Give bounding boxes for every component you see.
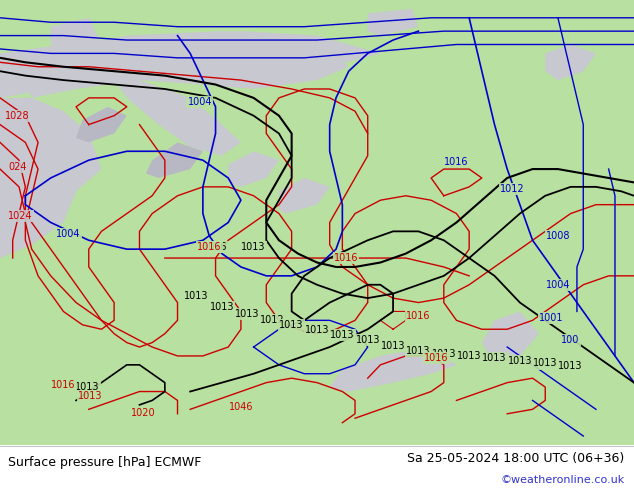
Text: Sa 25-05-2024 18:00 UTC (06+36): Sa 25-05-2024 18:00 UTC (06+36) (407, 452, 624, 465)
Text: 1013: 1013 (242, 242, 266, 252)
Text: 100: 100 (562, 335, 579, 345)
Text: 1013: 1013 (280, 320, 304, 330)
Text: 1013: 1013 (457, 351, 481, 361)
Text: 1046: 1046 (229, 402, 253, 412)
Text: 1004: 1004 (188, 98, 212, 107)
Text: 1020: 1020 (131, 408, 155, 418)
Text: 1028: 1028 (6, 111, 30, 121)
Text: 1016: 1016 (424, 353, 448, 363)
Text: 1004: 1004 (546, 280, 570, 290)
Text: 1001: 1001 (540, 313, 564, 323)
Text: 1016: 1016 (334, 253, 358, 263)
Text: 1013: 1013 (330, 330, 354, 340)
Text: 1016: 1016 (204, 242, 228, 252)
Text: 1013: 1013 (356, 335, 380, 345)
Text: 024: 024 (8, 162, 27, 172)
Text: 1013: 1013 (78, 391, 102, 401)
Text: 1013: 1013 (533, 359, 557, 368)
Text: 1016: 1016 (444, 157, 469, 168)
Text: 1016: 1016 (406, 311, 430, 321)
Text: 1013: 1013 (75, 382, 100, 392)
Text: 1013: 1013 (508, 356, 532, 367)
Text: 1013: 1013 (406, 345, 430, 356)
Text: 1013: 1013 (210, 302, 234, 312)
Text: 1016: 1016 (197, 242, 221, 252)
Text: 1013: 1013 (305, 325, 329, 335)
Text: 1013: 1013 (184, 291, 209, 301)
Text: 1004: 1004 (56, 228, 81, 239)
Text: 1012: 1012 (500, 184, 524, 194)
Text: 1013: 1013 (381, 341, 405, 351)
Text: 1012: 1012 (261, 316, 285, 325)
Text: 1016: 1016 (51, 380, 75, 390)
Text: 1013: 1013 (235, 309, 259, 318)
Text: 1013: 1013 (559, 361, 583, 371)
Text: 1024: 1024 (8, 211, 32, 221)
Text: 1013: 1013 (432, 349, 456, 359)
Text: ©weatheronline.co.uk: ©weatheronline.co.uk (500, 475, 624, 485)
Text: 1013: 1013 (482, 353, 507, 363)
Text: Surface pressure [hPa] ECMWF: Surface pressure [hPa] ECMWF (8, 456, 201, 468)
Text: 1008: 1008 (546, 231, 570, 241)
